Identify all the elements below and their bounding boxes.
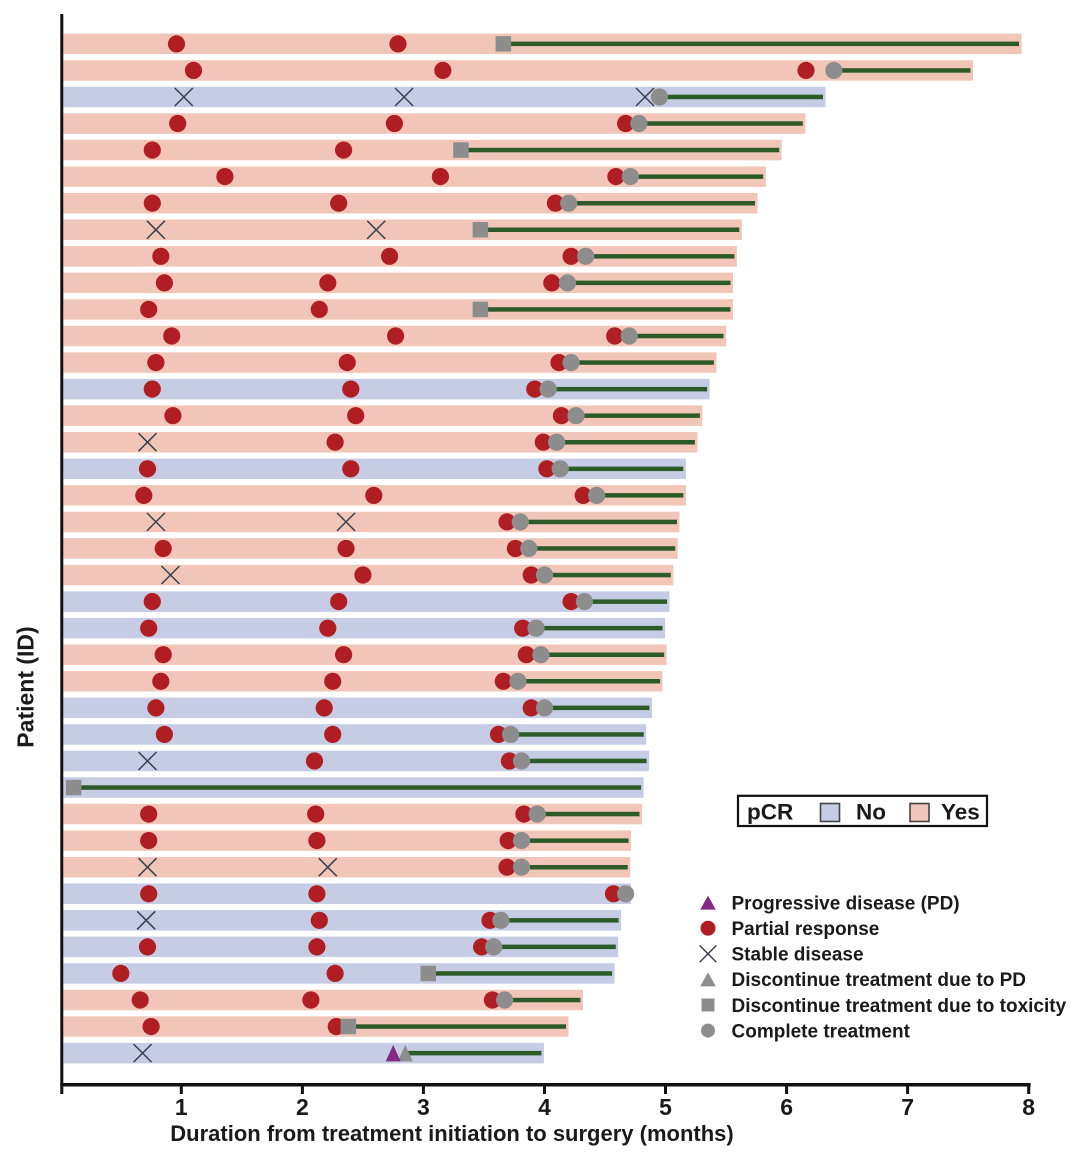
svg-text:Complete treatment: Complete treatment (732, 1021, 911, 1042)
svg-text:2: 2 (296, 1094, 309, 1120)
svg-text:pCR: pCR (747, 800, 793, 825)
svg-text:Patient (ID): Patient (ID) (13, 626, 39, 747)
svg-text:4: 4 (538, 1094, 551, 1120)
svg-text:7: 7 (901, 1094, 914, 1120)
svg-text:Stable disease: Stable disease (732, 945, 864, 966)
svg-text:6: 6 (780, 1094, 793, 1120)
svg-text:Yes: Yes (941, 800, 980, 825)
svg-text:Partial response: Partial response (732, 919, 880, 940)
svg-text:Progressive disease (PD): Progressive disease (PD) (732, 893, 960, 914)
svg-text:Discontinue treatment due to t: Discontinue treatment due to toxicity (732, 996, 1067, 1017)
svg-text:Discontinue treatment due to P: Discontinue treatment due to PD (732, 970, 1027, 991)
svg-text:3: 3 (417, 1094, 430, 1120)
svg-text:No: No (856, 800, 886, 825)
svg-text:1: 1 (175, 1094, 188, 1120)
svg-text:Duration from treatment initia: Duration from treatment initiation to su… (170, 1121, 733, 1146)
svg-text:8: 8 (1022, 1094, 1035, 1120)
svg-text:5: 5 (659, 1094, 672, 1120)
